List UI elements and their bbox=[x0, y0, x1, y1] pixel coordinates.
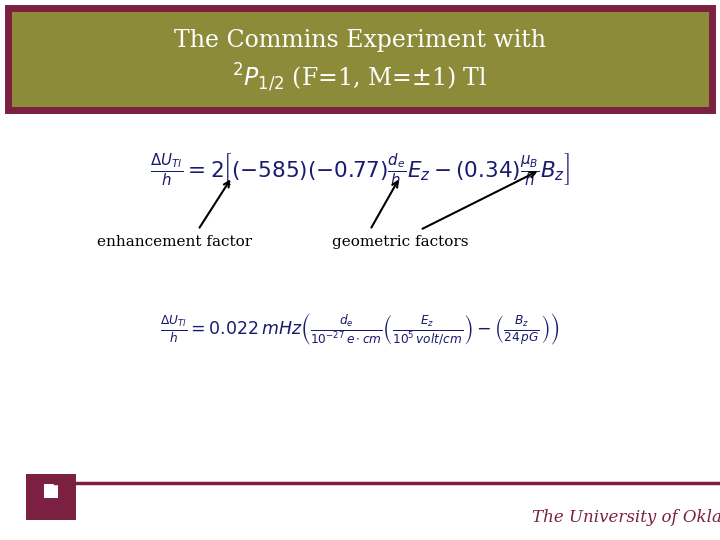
Text: $^2P_{1/2}$ (F=1, M=$\pm$1) Tl: $^2P_{1/2}$ (F=1, M=$\pm$1) Tl bbox=[233, 62, 487, 94]
Text: $\frac{\Delta U_{Tl}}{h} = 2\left[(-585)(-0.77)\frac{d_e}{h}E_z-(0.34)\frac{\mu_: $\frac{\Delta U_{Tl}}{h} = 2\left[(-585)… bbox=[150, 152, 570, 188]
Text: The University of Oklahoma: The University of Oklahoma bbox=[532, 510, 720, 526]
FancyBboxPatch shape bbox=[26, 474, 76, 520]
Text: geometric factors: geometric factors bbox=[332, 235, 468, 249]
FancyBboxPatch shape bbox=[36, 484, 44, 510]
Text: The Commins Experiment with: The Commins Experiment with bbox=[174, 30, 546, 52]
FancyBboxPatch shape bbox=[36, 498, 66, 510]
FancyBboxPatch shape bbox=[58, 484, 66, 510]
FancyBboxPatch shape bbox=[8, 8, 712, 110]
Text: enhancement factor: enhancement factor bbox=[97, 235, 253, 249]
FancyBboxPatch shape bbox=[36, 484, 66, 510]
Text: $\frac{\Delta U_{Tl}}{h} = 0.022\,mHz\left(\frac{d_e}{10^{-27}\,e\cdot cm}\left(: $\frac{\Delta U_{Tl}}{h} = 0.022\,mHz\le… bbox=[160, 312, 560, 348]
